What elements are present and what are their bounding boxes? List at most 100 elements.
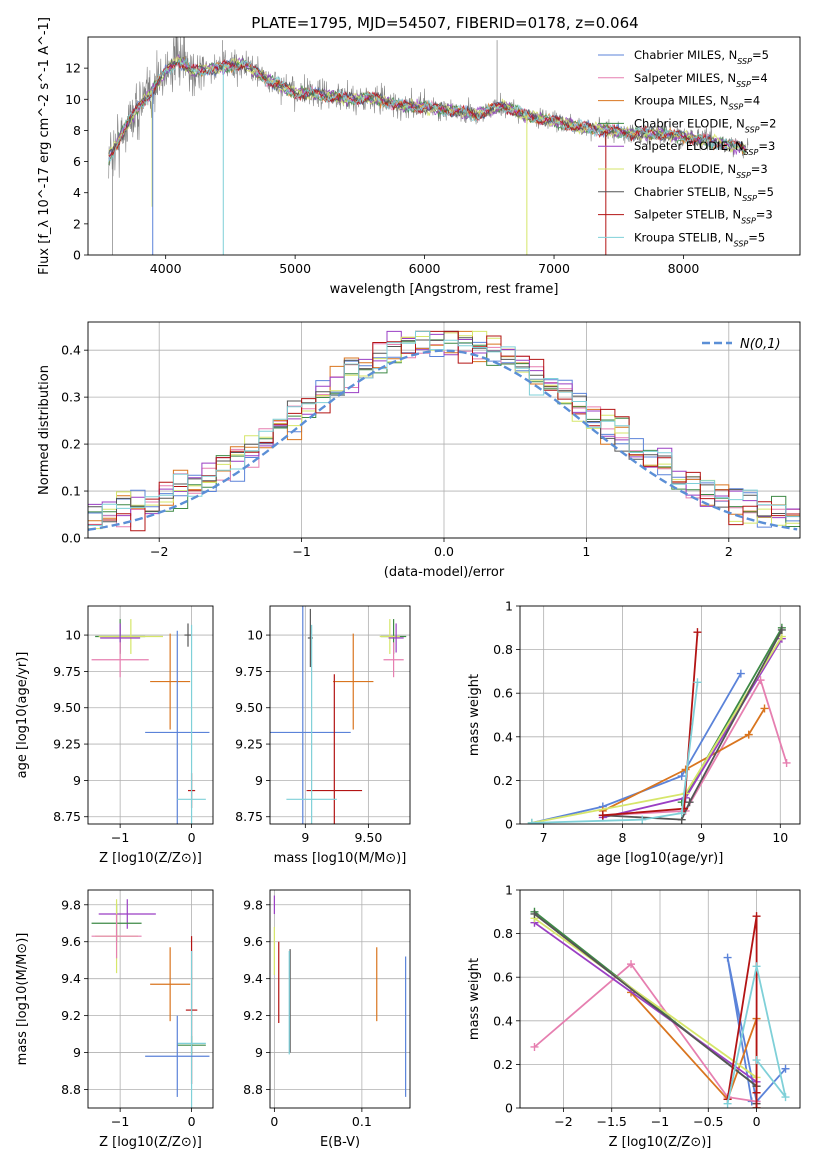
tick-label-x: 2 bbox=[725, 544, 733, 559]
tick-label-y: 9.50 bbox=[235, 700, 263, 715]
plot-area bbox=[527, 623, 791, 824]
weight-marker bbox=[781, 1093, 790, 1102]
weight-line bbox=[531, 682, 699, 824]
tick-label-y: 9.50 bbox=[53, 700, 81, 715]
tick-label-y: 0.6 bbox=[493, 686, 513, 701]
legend-entry: Chabrier STELIB, NSSP=5 bbox=[634, 185, 774, 203]
weight-marker bbox=[638, 815, 647, 824]
tick-label-y: 2 bbox=[73, 216, 81, 231]
tick-label-y: 0.3 bbox=[61, 390, 81, 405]
weight-marker bbox=[736, 669, 745, 678]
panel-z_mass: −1 0 8.8 9 9.2 9.4 9.6 9.8 Z [log10(Z/Z⊙)] mass [… bbox=[15, 889, 214, 1150]
tick-label-x: −0.5 bbox=[693, 1114, 723, 1129]
tick-label-y: 9 bbox=[255, 773, 263, 788]
tick-label-x: −1 bbox=[651, 1114, 669, 1129]
plot-area bbox=[108, 37, 749, 255]
legend-entry: Chabrier MILES, NSSP=5 bbox=[634, 48, 769, 66]
x-axis-label: mass [log10(M/M⊙)] bbox=[274, 851, 407, 866]
panel-residuals: −2 −1 0.0 1 2 0.0 0.1 0.2 0.3 0.4 (data-model)/err… bbox=[37, 321, 801, 580]
weight-marker bbox=[752, 1056, 761, 1065]
weight-marker bbox=[681, 765, 690, 774]
tick-label-y: 8.8 bbox=[61, 1082, 81, 1097]
tick-label-x: 5000 bbox=[279, 261, 311, 276]
model-spectrum-line bbox=[108, 59, 746, 157]
tick-label-x: 9 bbox=[301, 830, 309, 845]
tick-label-x: 0 bbox=[270, 1114, 278, 1129]
panel-age_weight: 7 8 9 10 0 0.2 0.4 0.6 0.8 1 age [log10(age/yr)] ma… bbox=[467, 599, 801, 866]
legend-entry: Kroupa MILES, NSSP=4 bbox=[634, 94, 760, 112]
y-axis-label: mass weight bbox=[467, 958, 482, 1040]
plot-area bbox=[91, 899, 210, 1108]
tick-label-x: −2 bbox=[150, 544, 168, 559]
weight-marker bbox=[752, 962, 761, 971]
panel-z_weight: −2 −1.5 −1 −0.5 0 0 0.2 0.4 0.6 0.8 1 Z [log10(Z/Z⊙… bbox=[467, 883, 801, 1150]
y-axis-label: Flux [f_λ 10^-17 erg cm^-2 s^-1 A^-1] bbox=[37, 17, 52, 275]
panel-z_age: −1 0 8.75 9 9.25 9.50 9.75 10 Z [log10(Z/Z⊙)] age… bbox=[15, 605, 214, 866]
legend-entry: Kroupa ELODIE, NSSP=3 bbox=[634, 162, 768, 180]
weight-line bbox=[726, 966, 787, 1104]
x-axis-label: E(B-V) bbox=[320, 1135, 360, 1150]
histogram-series bbox=[88, 330, 800, 526]
legend: Chabrier MILES, NSSP=5 Salpeter MILES, NS… bbox=[598, 48, 776, 248]
tick-label-y: 9.6 bbox=[243, 934, 263, 949]
tick-label-x: 0.1 bbox=[352, 1114, 372, 1129]
plot-area bbox=[273, 895, 407, 1097]
weight-line bbox=[726, 957, 787, 1104]
legend-entry: Chabrier ELODIE, NSSP=2 bbox=[634, 116, 776, 133]
weight-marker bbox=[677, 772, 686, 781]
y-axis-label: mass [log10(M/M⊙)] bbox=[15, 933, 30, 1066]
x-axis-label: age [log10(age/yr)] bbox=[597, 851, 724, 866]
tick-label-x: −2 bbox=[554, 1114, 572, 1129]
weight-line bbox=[602, 677, 788, 817]
tick-label-y: 1 bbox=[505, 883, 513, 898]
weight-line bbox=[726, 916, 758, 1108]
axes-frame bbox=[519, 889, 801, 1109]
y-axis-label: mass weight bbox=[467, 674, 482, 756]
x-axis-label: Z [log10(Z/Z⊙)] bbox=[99, 1135, 202, 1150]
plot-area bbox=[530, 907, 790, 1108]
tick-label-x: −1 bbox=[111, 830, 129, 845]
weight-marker bbox=[781, 1064, 790, 1073]
tick-label-x: −1 bbox=[111, 1114, 129, 1129]
tick-label-y: 9.2 bbox=[61, 1008, 81, 1023]
axes-frame bbox=[87, 889, 214, 1109]
x-axis-label: Z [log10(Z/Z⊙)] bbox=[609, 1135, 712, 1150]
tick-label-y: 9 bbox=[73, 773, 81, 788]
weight-marker bbox=[752, 1088, 761, 1097]
weight-marker bbox=[598, 811, 607, 820]
weight-marker bbox=[752, 912, 761, 921]
tick-label-y: 10 bbox=[65, 628, 81, 643]
x-axis-label: Z [log10(Z/Z⊙)] bbox=[99, 851, 202, 866]
tick-label-y: 0.2 bbox=[493, 1057, 513, 1072]
figure-title: PLATE=1795, MJD=54507, FIBERID=0178, z=0… bbox=[251, 14, 638, 32]
x-axis-label: (data-model)/error bbox=[384, 565, 505, 580]
weight-marker bbox=[530, 909, 539, 918]
weight-line bbox=[533, 917, 758, 1079]
tick-label-x: 0.0 bbox=[434, 544, 454, 559]
tick-label-y: 0 bbox=[505, 817, 513, 832]
axes-frame bbox=[269, 605, 411, 825]
tick-label-y: 0 bbox=[505, 1101, 513, 1116]
weight-marker bbox=[723, 953, 732, 962]
tick-label-x: 8000 bbox=[668, 261, 700, 276]
tick-label-x: 7 bbox=[540, 830, 548, 845]
histogram-series bbox=[88, 330, 800, 523]
y-axis-label: age [log10(age/yr)] bbox=[15, 652, 30, 779]
tick-label-y: 9.2 bbox=[243, 1008, 263, 1023]
plot-area bbox=[88, 330, 800, 532]
legend-entry: Kroupa STELIB, NSSP=5 bbox=[634, 230, 765, 248]
tick-label-y: 9 bbox=[255, 1045, 263, 1060]
weight-line bbox=[531, 636, 783, 824]
tick-label-y: 0.2 bbox=[493, 773, 513, 788]
tick-label-y: 10 bbox=[247, 628, 263, 643]
tick-label-x: 9.50 bbox=[354, 830, 382, 845]
tick-label-y: 8.75 bbox=[235, 809, 263, 824]
tick-label-x: −1 bbox=[292, 544, 310, 559]
tick-label-y: 12 bbox=[65, 61, 81, 76]
model-spectrum-line bbox=[108, 57, 746, 163]
weight-marker bbox=[677, 809, 686, 818]
plot-area bbox=[270, 606, 407, 824]
axes-frame bbox=[87, 36, 801, 256]
histogram-series bbox=[88, 330, 800, 532]
